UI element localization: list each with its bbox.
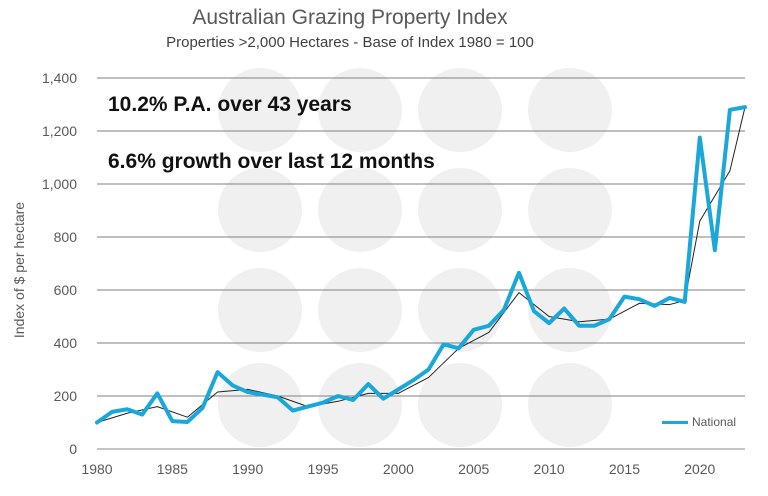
x-tick-label: 2015 [609,461,640,477]
watermark-shape [528,168,612,252]
legend-label-national: National [692,415,737,429]
watermark-shape [318,268,402,352]
watermark-shape [418,363,502,447]
x-tick-label: 2000 [383,461,414,477]
watermark-shape [218,168,302,252]
watermark-shape [418,68,502,152]
y-tick-label: 1,000 [42,176,77,192]
y-axis-ticks: 0 200 400 600 800 1,000 1,200 1,400 [42,70,77,457]
series-line-trend [96,106,746,423]
x-tick-label: 1980 [81,461,112,477]
series-lines [95,105,747,425]
y-tick-label: 1,400 [42,70,77,86]
legend-swatch-national [662,421,688,425]
x-tick-label: 2005 [458,461,489,477]
y-tick-label: 600 [54,282,78,298]
x-axis-ticks: 1980 1985 1990 1995 2000 2005 2010 2015 2020 [81,461,715,477]
x-tick-label: 2020 [684,461,715,477]
watermark-shape [418,268,502,352]
chart-title: Australian Grazing Property Index [192,6,508,29]
chart-subtitle: Properties >2,000 Hectares - Base of Ind… [166,34,534,51]
watermark-shapes [218,68,612,447]
x-tick-label: 1990 [232,461,263,477]
x-tick-label: 2010 [534,461,565,477]
y-axis-label: Index of $ per hectare [11,201,27,339]
watermark-shape [418,168,502,252]
series-line-national [95,105,747,425]
legend: National [662,415,736,429]
y-tick-label: 400 [54,335,78,351]
annotation-growth-12m: 6.6% growth over last 12 months [108,150,435,173]
watermark-shape [528,268,612,352]
watermark-shape [318,168,402,252]
watermark-shape [528,363,612,447]
y-tick-label: 1,200 [42,123,77,139]
watermark-shape [218,363,302,447]
watermark-shape [318,363,402,447]
annotation-growth-pa: 10.2% P.A. over 43 years [108,93,352,116]
y-tick-label: 200 [54,388,78,404]
y-tick-label: 0 [69,441,77,457]
watermark-shape [218,268,302,352]
grid-lines [97,77,745,450]
y-tick-label: 800 [54,229,78,245]
x-tick-label: 1995 [307,461,338,477]
watermark-shape [528,68,612,152]
x-tick-label: 1985 [157,461,188,477]
